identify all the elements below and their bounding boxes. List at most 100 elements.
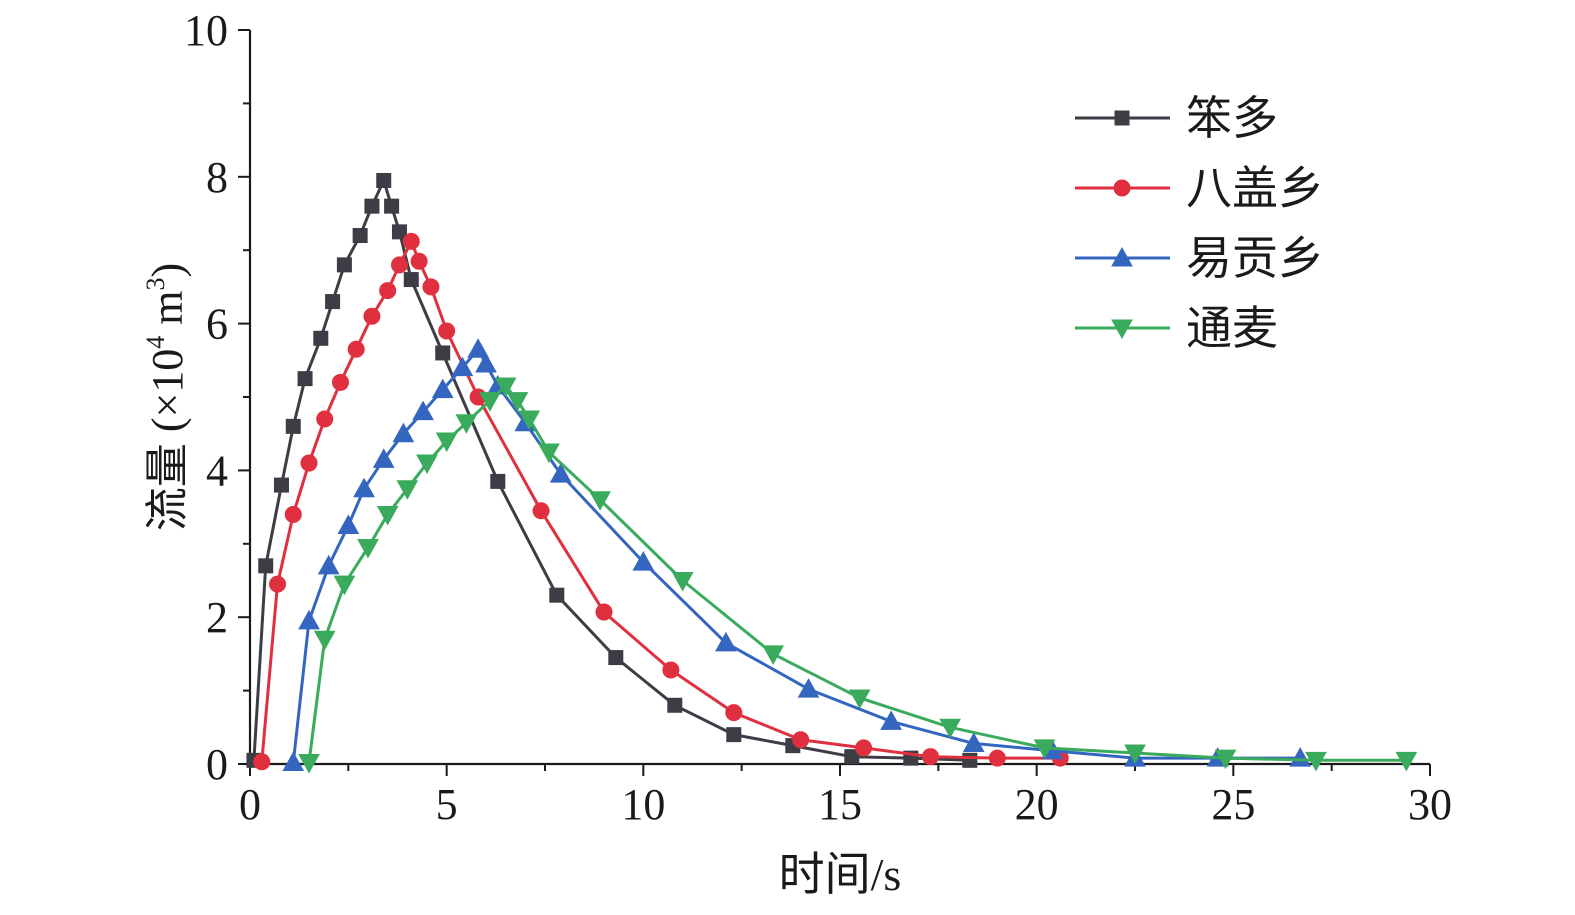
x-tick-label: 15 (818, 780, 862, 829)
data-point (353, 477, 375, 498)
data-point (300, 454, 318, 472)
series-1 (246, 172, 978, 768)
data-point (671, 572, 694, 592)
data-point (921, 748, 939, 766)
data-point (402, 232, 420, 250)
data-point (269, 575, 287, 593)
data-point (518, 410, 541, 431)
data-point (792, 731, 810, 749)
data-point (352, 228, 368, 244)
data-point (337, 514, 360, 534)
x-tick-label: 10 (621, 780, 665, 829)
legend-item: 笨多 (1075, 93, 1278, 144)
legend-label: 通麦 (1186, 303, 1278, 354)
data-point (416, 454, 438, 475)
y-tick-label: 0 (206, 740, 228, 789)
data-point (595, 603, 613, 621)
legend-marker (1113, 179, 1131, 197)
data-point (715, 631, 737, 652)
data-point (422, 278, 440, 296)
data-point (1033, 739, 1056, 759)
x-tick-label: 30 (1408, 780, 1452, 829)
data-point (848, 689, 871, 709)
x-ticks: 0 5 10 15 20 25 30 (239, 764, 1452, 829)
data-point (549, 463, 572, 483)
data-point (506, 392, 529, 412)
y-tick-label: 10 (184, 6, 228, 55)
data-point (438, 322, 456, 340)
data-point (336, 257, 352, 273)
plot-area (246, 172, 1418, 774)
data-point (372, 448, 395, 468)
data-point (467, 338, 489, 358)
data-point (317, 554, 340, 575)
data-point (379, 282, 397, 300)
data-point (1214, 749, 1237, 770)
series-line (260, 239, 1061, 762)
data-point (1124, 744, 1146, 765)
legend-item: 通麦 (1075, 303, 1278, 354)
legend-marker (1111, 246, 1133, 267)
data-point (1305, 751, 1327, 772)
series-2 (253, 232, 1069, 771)
data-point (549, 587, 565, 603)
data-point (410, 252, 428, 270)
data-point (384, 198, 400, 214)
data-point (962, 752, 978, 768)
data-point (391, 224, 407, 240)
series-4 (298, 377, 1418, 774)
data-point (490, 473, 506, 489)
data-point (589, 491, 611, 511)
data-point (1289, 747, 1312, 767)
data-point (316, 410, 334, 428)
y-tick-label: 8 (206, 153, 228, 202)
y-tick-label: 4 (206, 446, 228, 495)
data-point (479, 392, 501, 412)
data-point (662, 661, 680, 679)
data-point (1395, 751, 1418, 772)
data-point (494, 377, 517, 398)
data-point (475, 352, 497, 373)
legend-label: 易贡乡 (1186, 233, 1324, 284)
legend-item: 八盖乡 (1075, 163, 1324, 214)
data-point (298, 754, 320, 774)
data-point (298, 609, 320, 630)
data-point (725, 704, 743, 722)
x-tick-label: 20 (1015, 780, 1059, 829)
data-point (297, 371, 313, 387)
data-point (532, 502, 550, 520)
legend-item: 易贡乡 (1075, 233, 1324, 284)
data-point (376, 505, 399, 526)
y-axis-label-exp2: 3 (141, 277, 170, 290)
data-point (396, 480, 419, 500)
series-line (307, 384, 1407, 763)
series-line (252, 179, 970, 762)
data-point (403, 272, 419, 288)
data-point (357, 538, 379, 559)
data-point (939, 718, 961, 739)
y-axis-label-mid: m (143, 290, 192, 335)
data-point (273, 477, 289, 493)
y-axis-label-exp1: 4 (141, 336, 170, 349)
data-point (538, 443, 560, 464)
data-point (762, 645, 784, 665)
data-point (962, 732, 985, 752)
data-point (392, 422, 415, 443)
data-point (435, 432, 458, 453)
data-point (333, 575, 356, 596)
data-point (632, 551, 655, 571)
data-point (844, 749, 860, 765)
x-axis-label: 时间/s (779, 849, 902, 900)
data-point (412, 400, 434, 421)
data-point (258, 558, 274, 574)
x-tick-label: 0 (239, 780, 261, 829)
y-axis-label-main: 流量 (×10 (143, 349, 192, 531)
y-axis-label-close: ) (143, 263, 192, 278)
data-point (667, 697, 683, 713)
data-point (435, 345, 451, 361)
x-tick-label: 25 (1211, 780, 1255, 829)
legend-label: 八盖乡 (1186, 163, 1324, 214)
y-tick-label: 6 (206, 300, 228, 349)
data-point (608, 650, 624, 666)
